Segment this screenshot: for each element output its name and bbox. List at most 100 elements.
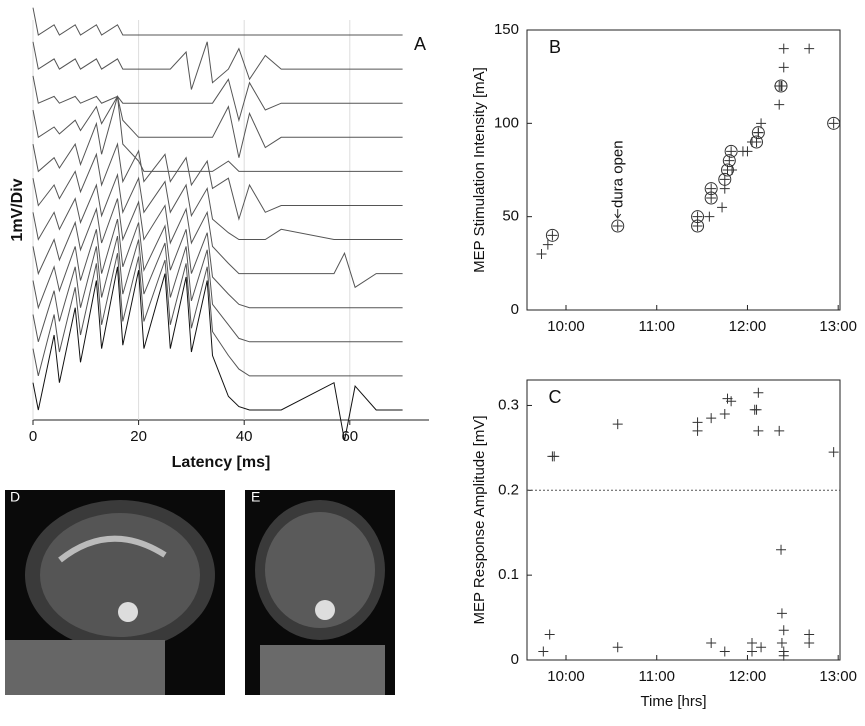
data-point [828, 447, 839, 458]
trace [32, 142, 403, 221]
plus-marker [753, 425, 764, 436]
y-tick-label: 0.1 [498, 566, 519, 583]
data-point [704, 191, 718, 205]
data-point [719, 646, 730, 657]
plus-marker [549, 451, 560, 462]
circle-marker [721, 163, 735, 177]
data-point [691, 210, 705, 224]
x-tick-label: 11:00 [639, 668, 675, 685]
plus-marker [778, 625, 789, 636]
plus-marker [776, 608, 787, 619]
y-tick-label: 0 [511, 301, 519, 318]
plus-marker [774, 99, 785, 110]
plus-marker [706, 638, 717, 649]
x-tick-label: 0 [29, 428, 37, 445]
trace [32, 253, 403, 377]
panel-label: A [414, 34, 426, 54]
plus-marker [776, 638, 787, 649]
plus-marker [751, 404, 762, 415]
data-point [612, 642, 623, 653]
x-tick-label: 10:00 [547, 668, 585, 685]
data-point [542, 239, 553, 250]
trace [32, 218, 403, 310]
x-tick-label: 12:00 [729, 318, 767, 335]
plus-marker [706, 413, 717, 424]
x-tick-label: 20 [130, 428, 147, 445]
data-point [804, 43, 815, 54]
circle-marker [691, 210, 705, 224]
plus-marker [692, 417, 703, 428]
plot-frame [526, 379, 841, 661]
plus-marker [746, 638, 757, 649]
circle-marker [722, 154, 736, 168]
plus-marker [692, 425, 703, 436]
plus-marker [828, 447, 839, 458]
data-point [549, 451, 560, 462]
data-point [778, 650, 789, 661]
data-point [544, 629, 555, 640]
data-point [751, 126, 765, 140]
data-point [706, 638, 717, 649]
panel-label: B [549, 37, 561, 57]
plus-marker [804, 638, 815, 649]
data-point [804, 629, 815, 640]
y-tick-label: 150 [494, 21, 519, 38]
trace [32, 235, 403, 343]
circle-marker [718, 172, 732, 186]
plus-marker [828, 118, 839, 129]
data-point [776, 638, 787, 649]
data-point [756, 118, 767, 129]
y-axis-label: MEP Stimulation Intensity [mA] [471, 67, 488, 273]
plus-marker [778, 43, 789, 54]
trace [32, 266, 403, 441]
data-point [692, 425, 703, 436]
plus-marker [547, 230, 558, 241]
plus-marker [538, 646, 549, 657]
plus-marker [778, 650, 789, 661]
trace [32, 95, 403, 158]
mri-sagittal: D [5, 489, 225, 695]
image-label: D [10, 489, 20, 505]
plus-marker [804, 629, 815, 640]
data-point [742, 146, 753, 157]
plus-marker [776, 544, 787, 555]
plus-marker [719, 174, 730, 185]
plus-marker [704, 211, 715, 222]
data-point [776, 608, 787, 619]
plus-marker [776, 81, 787, 91]
y-tick-label: 0.3 [498, 396, 519, 413]
data-point [778, 43, 789, 54]
y-tick-label: 0 [511, 651, 519, 668]
plus-marker [726, 146, 737, 157]
plus-marker [719, 408, 730, 419]
plus-marker [612, 642, 623, 653]
panel-label: C [549, 387, 562, 407]
data-point [751, 404, 762, 415]
data-point [718, 172, 732, 186]
data-point [774, 425, 785, 436]
x-tick-label: 40 [236, 428, 253, 445]
plus-marker [774, 425, 785, 436]
plus-marker [726, 396, 737, 407]
trace [32, 198, 403, 289]
y-tick-label: 100 [494, 114, 519, 131]
x-tick-label: 13:00 [819, 668, 857, 685]
annotation: dura open [610, 140, 627, 208]
x-axis-label: Time [hrs] [640, 693, 706, 710]
data-point [746, 638, 757, 649]
plus-marker [742, 146, 753, 157]
plus-marker [778, 62, 789, 73]
mri-coronal: E [245, 489, 395, 695]
plus-marker [746, 646, 757, 657]
data-point [726, 396, 737, 407]
data-point [778, 62, 789, 73]
trace [32, 7, 403, 36]
plus-marker [753, 127, 764, 138]
y-axis-label: MEP Response Amplitude [mV] [471, 416, 488, 625]
plus-marker [692, 211, 703, 222]
data-point [545, 228, 559, 242]
plus-marker [753, 387, 764, 398]
data-point [753, 387, 764, 398]
data-point [692, 417, 703, 428]
